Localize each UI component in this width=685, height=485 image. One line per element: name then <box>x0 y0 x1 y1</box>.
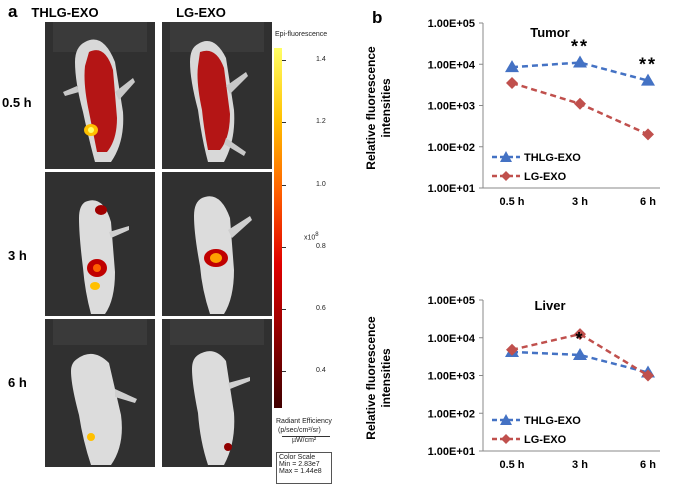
colorbar-tick-mark <box>282 308 286 310</box>
colorbar-tick-label: 0.8 <box>316 242 326 250</box>
color-scale-box: Color Scale Min = 2.83e7 Max = 1.44e8 <box>276 452 332 484</box>
data-point-lg-exo <box>506 343 518 356</box>
colorbar-tick-label: 1.4 <box>316 56 326 64</box>
data-point-thlg-exo <box>641 73 655 86</box>
panel-b-letter: b <box>372 8 383 27</box>
x-tick-label: 6 h <box>640 196 656 208</box>
colorbar-tick-label: 1.2 <box>316 118 326 126</box>
color-scale-max: Max = 1.44e8 <box>279 468 322 475</box>
legend-marker-thlg-exo <box>500 414 512 425</box>
colorbar-tick-label: 0.6 <box>316 304 326 312</box>
significance-marker: ** <box>639 55 657 75</box>
chart-title: Liver <box>534 298 565 313</box>
image-thlg-0-5h <box>45 22 155 169</box>
color-scale-min: Min = 2.83e7 <box>279 461 320 468</box>
y-tick-label: 1.00E+05 <box>428 295 475 307</box>
colorbar-unit-label: Radiant Efficiency <box>276 418 332 425</box>
colorbar-tick-mark <box>282 184 286 186</box>
colorbar-tick-label: 0.4 <box>316 366 326 374</box>
colorbar-unit-num: (p/sec/cm²/sr) <box>278 427 321 434</box>
y-tick-label: 1.00E+02 <box>428 408 475 420</box>
x-tick-label: 6 h <box>640 459 656 471</box>
series-line-thlg-exo <box>511 350 649 374</box>
colorbar-tick-mark <box>282 370 286 372</box>
colorbar-unit-den: µW/cm² <box>292 437 317 444</box>
y-axis-label: Relative fluorescenceintensities <box>364 316 393 440</box>
row-label-6h: 6 h <box>8 375 27 390</box>
legend-marker-lg-exo <box>501 434 511 444</box>
panel-a-letter: a <box>8 2 18 21</box>
legend-label-lg-exo: LG-EXO <box>524 171 567 183</box>
legend-label-thlg-exo: THLG-EXO <box>524 415 581 427</box>
y-tick-label: 1.00E+01 <box>428 183 475 195</box>
colorbar-tick-mark <box>282 246 286 248</box>
chart-title: Tumor <box>530 25 569 40</box>
x-tick-label: 0.5 h <box>499 459 524 471</box>
column-title-thlg: THLG-EXO <box>31 5 99 20</box>
colorbar-multiplier: x108 <box>304 232 319 242</box>
x-tick-label: 3 h <box>572 459 588 471</box>
data-point-thlg-exo <box>573 55 587 68</box>
y-tick-label: 1.00E+01 <box>428 446 475 458</box>
y-tick-label: 1.00E+02 <box>428 142 475 154</box>
series-line-lg-exo <box>511 332 649 377</box>
y-tick-label: 1.00E+03 <box>428 371 475 383</box>
image-lg-6h <box>162 319 272 467</box>
color-scale-title: Color Scale <box>279 454 316 461</box>
colorbar-tick-label: 1.0 <box>316 180 326 188</box>
data-point-lg-exo <box>642 369 654 382</box>
legend-marker-lg-exo <box>501 171 511 181</box>
x-tick-label: 0.5 h <box>499 196 524 208</box>
legend-label-thlg-exo: THLG-EXO <box>524 152 581 164</box>
data-point-thlg-exo <box>573 347 587 360</box>
x-tick-label: 3 h <box>572 196 588 208</box>
y-tick-label: 1.00E+04 <box>428 333 476 345</box>
y-axis-label: Relative fluorescenceintensities <box>364 46 393 170</box>
image-thlg-6h <box>45 319 155 467</box>
legend-label-lg-exo: LG-EXO <box>524 434 567 446</box>
colorbar-tick-mark <box>282 60 286 62</box>
column-title-lg: LG-EXO <box>176 5 226 20</box>
y-tick-label: 1.00E+05 <box>428 18 475 30</box>
colorbar <box>274 48 282 408</box>
image-lg-3h <box>162 172 272 316</box>
image-lg-0-5h <box>162 22 272 169</box>
colorbar-title: Epi-fluorescence <box>275 31 328 38</box>
data-point-lg-exo <box>574 97 586 110</box>
y-tick-label: 1.00E+03 <box>428 101 475 113</box>
series-line-thlg-exo <box>511 61 649 82</box>
data-point-thlg-exo <box>505 60 519 73</box>
data-point-lg-exo <box>642 128 654 141</box>
data-point-lg-exo <box>574 328 586 341</box>
image-thlg-3h <box>45 172 155 316</box>
significance-marker: * <box>575 329 584 349</box>
row-label-0-5h: 0.5 h <box>2 95 32 110</box>
row-label-3h: 3 h <box>8 248 27 263</box>
y-tick-label: 1.00E+04 <box>428 59 476 71</box>
colorbar-tick-mark <box>282 122 286 124</box>
data-point-lg-exo <box>506 77 518 90</box>
significance-marker: ** <box>571 37 589 57</box>
legend-marker-thlg-exo <box>500 151 512 162</box>
